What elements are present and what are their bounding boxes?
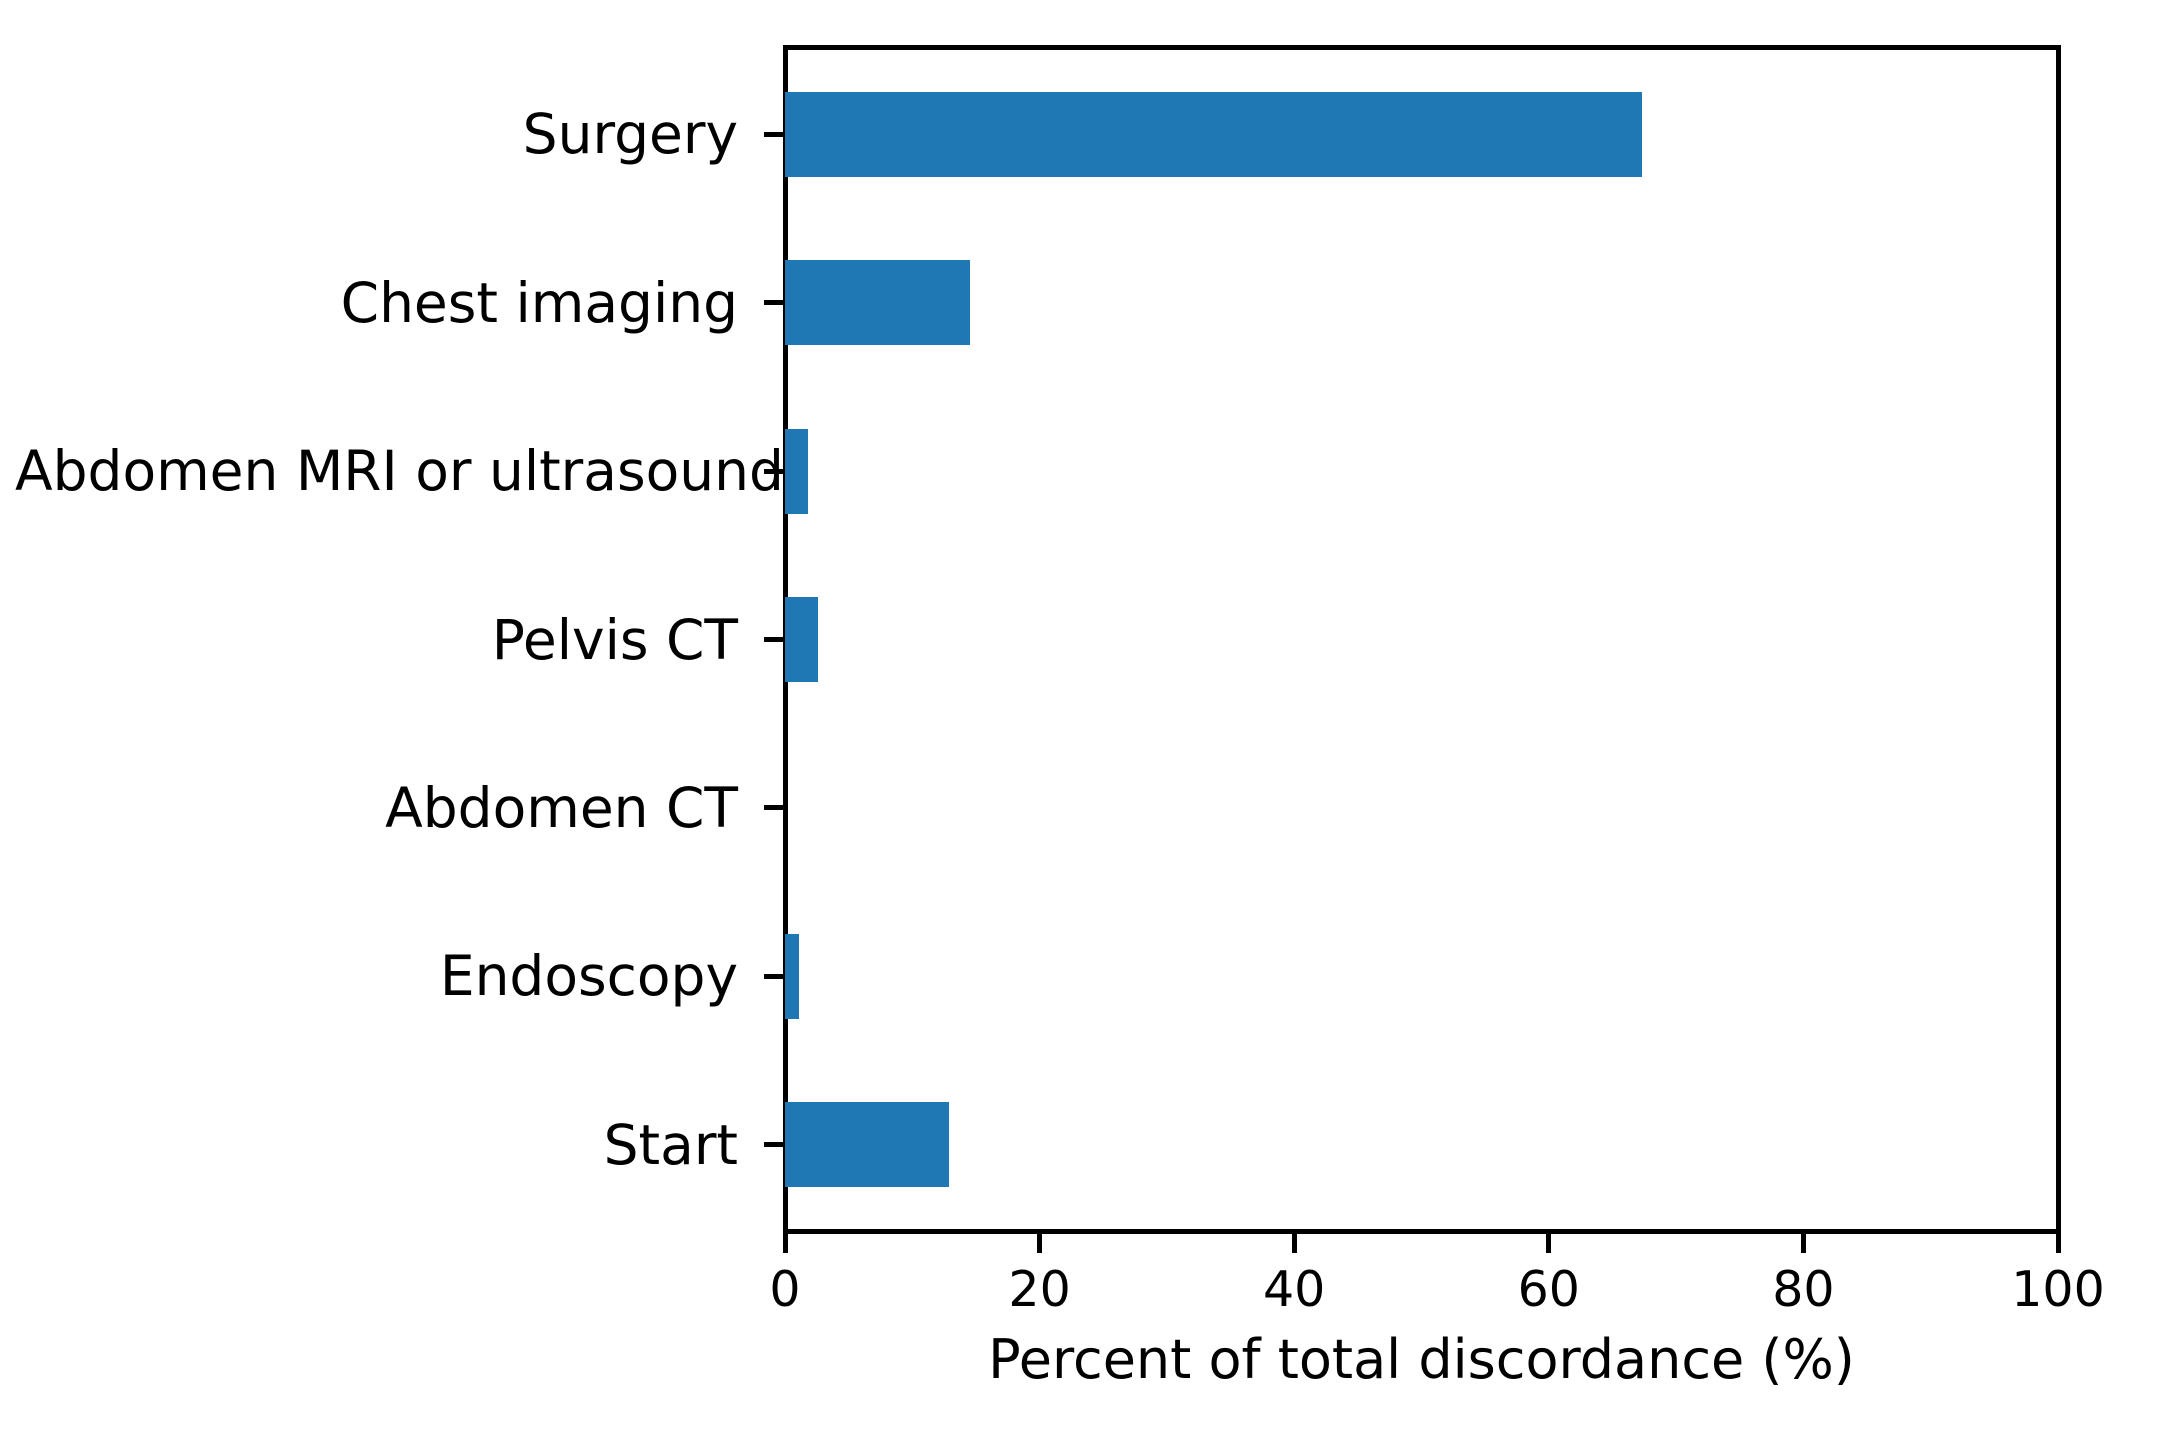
y-tick-mark	[764, 805, 783, 811]
x-tick-mark	[2055, 1234, 2061, 1253]
x-tick-mark	[1546, 1234, 1552, 1253]
x-tick-label-100: 100	[2011, 1261, 2105, 1318]
y-tick-label-abdomen-mri-or-ultrasound: Abdomen MRI or ultrasound	[15, 439, 784, 504]
x-tick-label-0: 0	[769, 1261, 801, 1318]
x-tick-label-80: 80	[1772, 1261, 1835, 1318]
y-tick-mark	[764, 973, 783, 979]
bar-surgery	[785, 91, 1642, 177]
y-tick-label-abdomen-ct: Abdomen CT	[385, 775, 738, 840]
x-tick-mark	[1037, 1234, 1043, 1253]
plot-spine-bottom	[783, 1229, 2061, 1234]
x-tick-label-60: 60	[1517, 1261, 1580, 1318]
plot-spine-right	[2056, 45, 2061, 1234]
x-tick-mark	[1800, 1234, 1806, 1253]
y-tick-mark	[764, 1142, 783, 1148]
y-tick-mark	[764, 637, 783, 642]
x-tick-mark	[782, 1234, 788, 1253]
bar-start	[785, 1102, 950, 1188]
y-tick-mark	[764, 300, 783, 306]
y-tick-mark	[764, 468, 783, 474]
x-axis-title: Percent of total discordance (%)	[988, 1328, 1855, 1391]
bar-pelvis-ct	[785, 597, 819, 682]
y-tick-label-pelvis-ct: Pelvis CT	[491, 607, 738, 672]
y-tick-label-surgery: Surgery	[522, 102, 738, 167]
x-tick-mark	[1291, 1234, 1297, 1253]
y-tick-label-chest-imaging: Chest imaging	[340, 270, 738, 335]
y-tick-label-start: Start	[603, 1112, 738, 1177]
bar-abdomen-mri-or-ultrasound	[785, 428, 808, 514]
y-tick-label-endoscopy: Endoscopy	[439, 944, 738, 1009]
x-tick-label-20: 20	[1008, 1261, 1071, 1318]
plot-spine-top	[783, 45, 2061, 50]
y-tick-mark	[764, 131, 783, 137]
x-tick-label-40: 40	[1263, 1261, 1326, 1318]
bar-endoscopy	[785, 933, 799, 1019]
bar-chest-imaging	[785, 260, 970, 346]
